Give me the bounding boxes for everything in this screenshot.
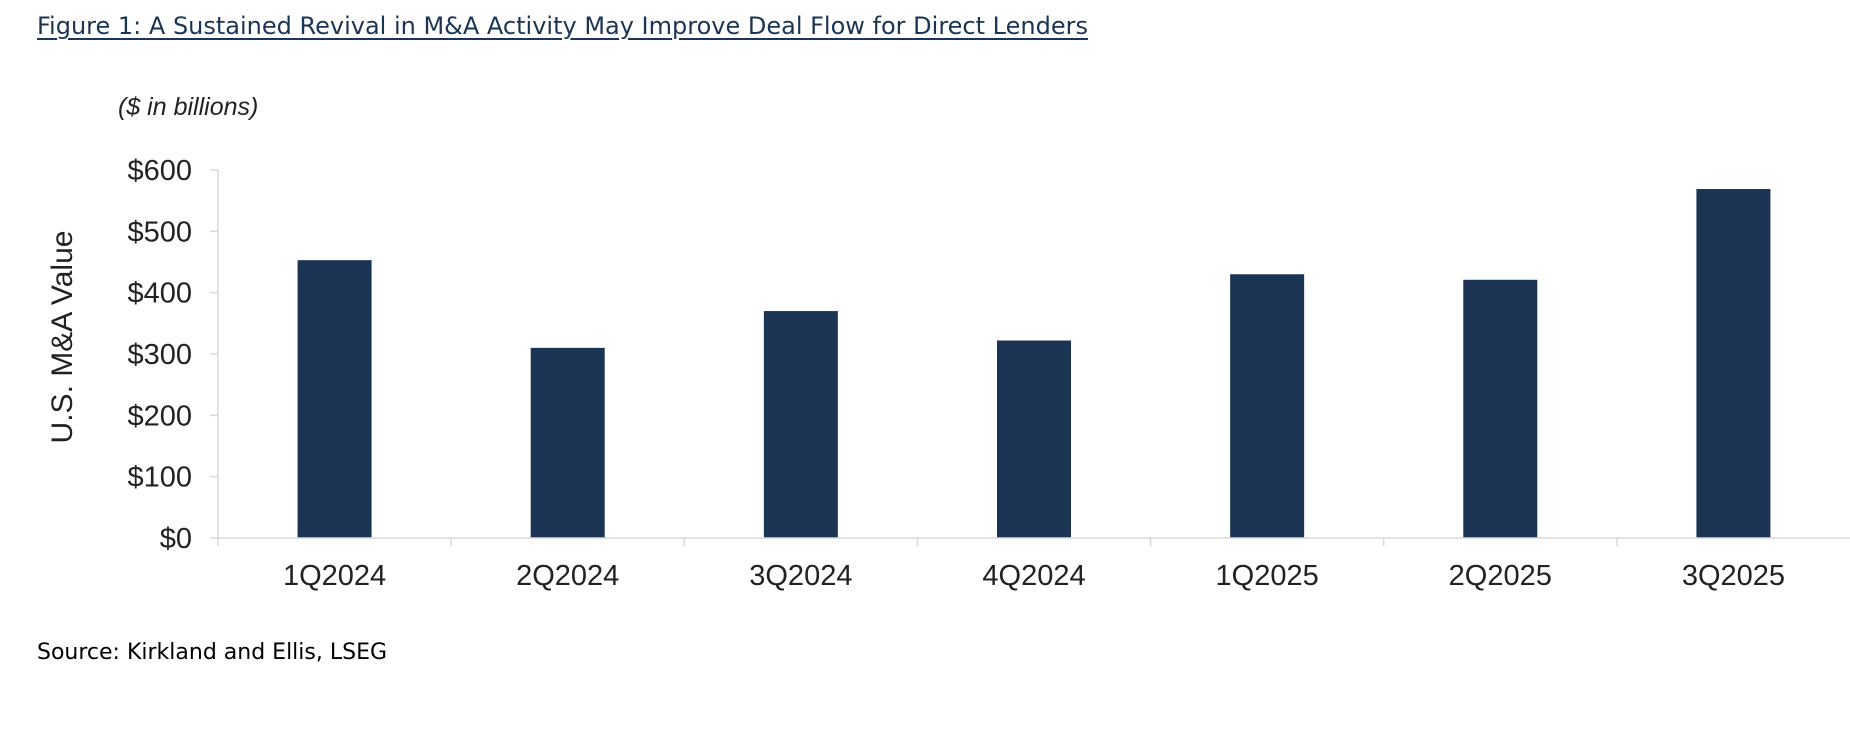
x-tick-label: 1Q2025 <box>1216 560 1319 592</box>
y-tick-label: $0 <box>160 523 192 555</box>
bar-2Q2024 <box>530 347 605 538</box>
bar-4Q2024 <box>997 340 1071 538</box>
bar-1Q2025 <box>1230 274 1305 538</box>
chart-subtitle: ($ in billions) <box>118 93 258 121</box>
figure-title: Figure 1: A Sustained Revival in M&A Act… <box>37 12 1088 40</box>
y-axis-label: U.S. M&A Value <box>46 231 79 444</box>
bar-chart: ($ in billions) U.S. M&A Value $0 $100 $20… <box>46 93 1850 592</box>
x-tick-label: 2Q2024 <box>516 560 619 592</box>
source-note: Source: Kirkland and Ellis, LSEG <box>37 640 388 665</box>
x-tick-label: 3Q2024 <box>749 560 852 592</box>
y-tick-label: $400 <box>127 278 192 310</box>
bar-1Q2024 <box>297 260 372 538</box>
bar-3Q2025 <box>1696 189 1771 538</box>
bar-2Q2025 <box>1463 279 1538 538</box>
y-tick-label: $300 <box>127 339 192 371</box>
x-tick-label: 3Q2025 <box>1682 560 1785 592</box>
y-tick-label: $200 <box>127 400 192 432</box>
x-tick-label: 2Q2025 <box>1449 560 1552 592</box>
x-tick-label: 4Q2024 <box>982 560 1085 592</box>
x-axis-ticks: 1Q2024 2Q2024 3Q2024 4Q2024 1Q2025 2Q2025 3Q20… <box>217 538 1785 592</box>
axes <box>217 170 1850 539</box>
y-tick-label: $600 <box>127 155 192 187</box>
y-tick-label: $500 <box>127 216 192 248</box>
bars <box>297 189 1771 538</box>
y-axis-ticks: $0 $100 $200 $300 $400 $500 $600 <box>127 155 218 555</box>
y-tick-label: $100 <box>127 462 192 494</box>
x-tick-label: 1Q2024 <box>283 560 386 592</box>
bar-3Q2024 <box>763 311 838 538</box>
